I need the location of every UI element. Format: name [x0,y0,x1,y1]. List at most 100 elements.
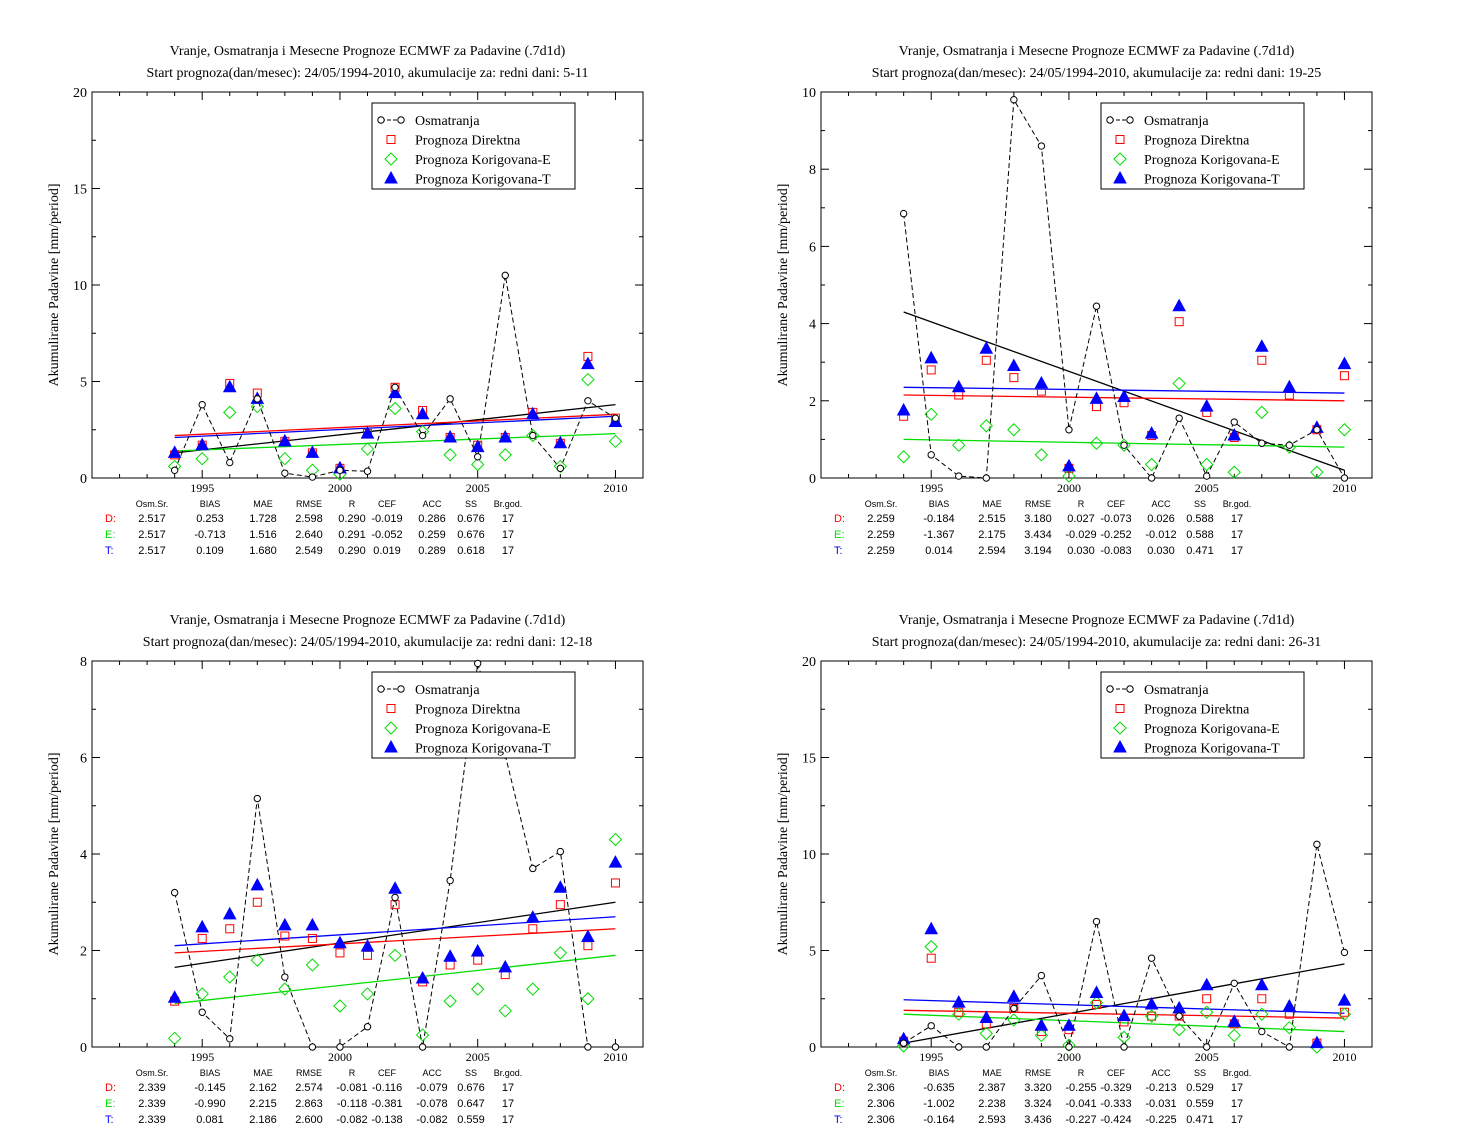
y-tick-label: 2 [809,395,816,410]
data-point-corrT [1007,989,1021,1002]
stats-cell: 2.515 [978,513,1006,525]
data-point-corrE [195,451,209,466]
data-point-corrE [498,1004,512,1018]
stats-row-label: T: [105,545,114,557]
chart-panel-4: Vranje, Osmatranja i Mesecne Prognoze EC… [776,613,1373,1126]
data-point-obs [1147,954,1156,962]
data-point-corrE [952,438,966,452]
stats-header: Br.god. [494,499,523,509]
stats-cell: 0.030 [1147,545,1175,557]
data-point-obs [927,451,935,459]
data-point-corrT [167,445,182,458]
data-point-corrT [1337,356,1352,370]
stats-cell: 0.290 [338,513,366,525]
data-point-corrE [1117,1030,1131,1045]
data-point-obs [418,431,427,440]
stats-cell: -0.019 [371,513,402,525]
trend-line-corrE [174,432,616,452]
stats-cell: 2.387 [978,1082,1006,1094]
data-point-corrT [470,943,485,957]
y-tick-label: 15 [802,752,816,767]
data-point-corrT [1144,426,1159,439]
data-point-corrT [1282,379,1297,393]
data-point-obs [281,973,289,981]
data-point-obs [170,888,179,897]
data-point-corrT [1007,358,1021,372]
stats-cell: 2.339 [138,1098,166,1110]
data-point-corrE [952,1007,966,1021]
stats-header: BIAS [200,499,221,509]
stats-header: CEF [378,1068,397,1078]
stats-header: CEF [1107,1068,1126,1078]
series-line-osmatranja [903,844,1345,1049]
y-tick-label: 4 [809,318,816,333]
y-axis-label: Akumulirane Padavine [mm/period] [47,753,62,956]
x-tick-label: 2005 [1195,481,1219,495]
stats-header: SS [465,1068,477,1078]
stats-cell: -0.082 [416,1114,447,1126]
legend-marker [397,685,405,693]
data-point-corrE [470,457,485,472]
y-tick-label: 6 [80,752,87,767]
data-point-corrE [526,982,540,996]
data-point-direct [926,953,936,963]
data-point-corrE [1172,376,1186,391]
stats-cell: 17 [1231,1114,1243,1126]
data-point-direct [1202,994,1212,1004]
data-point-obs [1120,1043,1128,1051]
y-tick-label: 5 [80,376,87,391]
data-point-corrE [195,987,209,1001]
trend-line-obs [174,404,616,454]
data-point-corrE [1310,465,1324,479]
stats-cell: -0.073 [1100,513,1131,525]
stats-cell: 17 [502,529,514,541]
data-point-corrT [525,910,540,923]
x-tick-label: 2005 [1195,1050,1219,1064]
stats-header: CEF [1107,499,1126,509]
data-point-obs [556,464,565,473]
data-point-corrE [1255,1007,1269,1021]
stats-row-label: E: [105,529,115,541]
x-tick-label: 2000 [1057,1050,1081,1064]
stats-header: ACC [422,499,442,509]
stats-cell: 2.517 [138,545,166,557]
data-point-corrE [223,970,237,984]
stats-cell: 2.574 [295,1082,323,1094]
stats-cell: 2.175 [978,529,1006,541]
data-point-obs [1230,979,1238,988]
chart-title: Vranje, Osmatranja i Mesecne Prognoze EC… [899,613,1295,628]
data-point-obs [281,469,289,477]
stats-cell: -0.078 [416,1098,447,1110]
data-point-corrT [924,350,939,364]
stats-cell: -0.184 [923,513,954,525]
data-point-corrE [581,372,595,387]
y-tick-label: 0 [80,472,87,487]
data-point-corrT [951,995,966,1008]
stats-cell: -0.424 [1100,1114,1131,1126]
stats-row-label: E: [105,1098,115,1110]
data-point-corrT [1310,1035,1324,1049]
x-tick-label: 2000 [328,1050,352,1064]
stats-header: ACC [1151,1068,1171,1078]
data-point-corrT [1144,996,1159,1010]
legend-label: Osmatranja [415,683,480,698]
data-point-direct [252,897,262,907]
stats-cell: -0.213 [1145,1082,1176,1094]
data-point-corrE [360,442,375,456]
stats-cell: -0.031 [1145,1098,1176,1110]
data-point-corrE [608,832,623,847]
trend-line-corrE [903,1013,1345,1033]
stats-cell: -1.367 [923,529,954,541]
legend-marker [1106,116,1114,124]
data-point-corrT [1227,1014,1242,1027]
data-point-corrT [388,385,402,399]
stats-cell: 2.863 [295,1098,323,1110]
data-point-direct [197,933,207,943]
data-point-direct [390,900,400,910]
stats-cell: -0.052 [371,529,402,541]
y-tick-label: 8 [80,655,87,670]
data-point-obs [308,1043,317,1051]
data-point-obs [1313,426,1321,434]
stats-cell: -0.255 [1065,1082,1096,1094]
data-point-obs [982,1043,990,1051]
